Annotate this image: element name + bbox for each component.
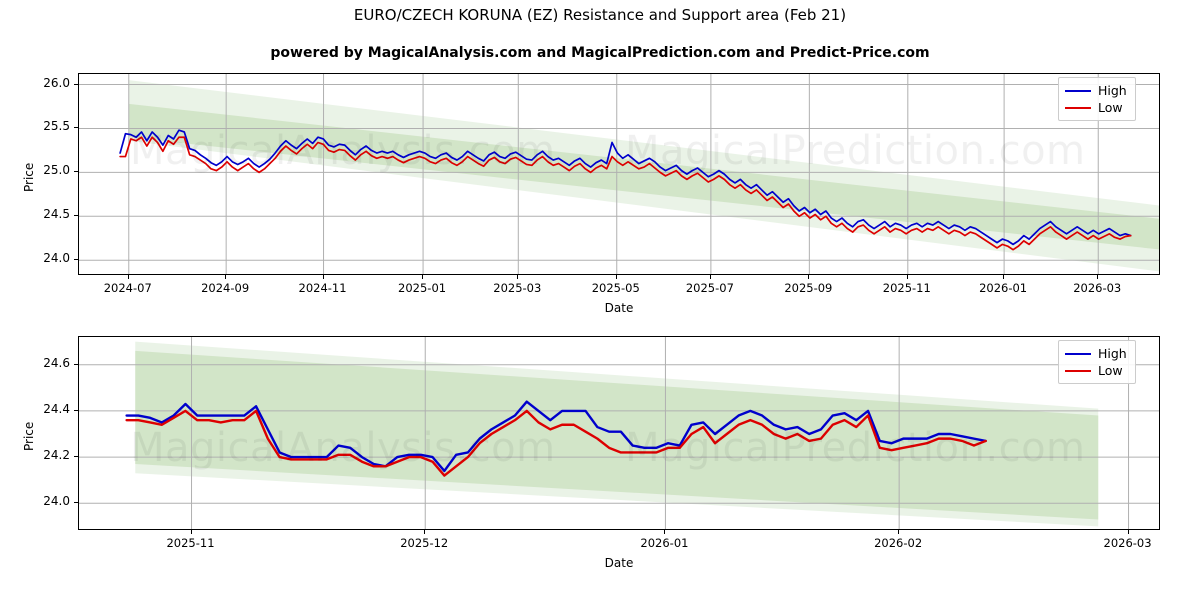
y-tick-mark: [74, 456, 78, 458]
legend-entry-low: Low: [1065, 99, 1127, 116]
legend-entry-high: High: [1065, 82, 1127, 99]
y-tick-label: 25.5: [43, 119, 70, 134]
x-tick-mark: [1127, 530, 1129, 534]
series-line-low: [119, 136, 1132, 251]
legend-overview: High Low: [1058, 77, 1136, 121]
x-tick-label: 2025-09: [784, 281, 833, 295]
y-tick-label: 24.6: [43, 355, 70, 370]
y-tick-mark: [74, 83, 78, 85]
plot-area-zoom: [78, 336, 1160, 530]
page-title: EURO/CZECH KORUNA (EZ) Resistance and Su…: [353, 6, 847, 24]
x-tick-mark: [1003, 275, 1005, 279]
x-tick-mark: [615, 275, 617, 279]
legend-label-low: Low: [1098, 363, 1123, 378]
x-tick-label: 2025-03: [493, 281, 542, 295]
x-tick-mark: [422, 275, 424, 279]
legend-swatch-high: [1065, 352, 1091, 355]
y-tick-mark: [74, 215, 78, 217]
x-tick-mark: [424, 530, 426, 534]
x-tick-label: 2026-01: [979, 281, 1028, 295]
y-tick-label: 26.0: [43, 75, 70, 90]
y-axis-label-zoom: Price: [22, 421, 36, 451]
x-axis-label-overview: Date: [604, 301, 634, 315]
x-tick-label: 2025-12: [400, 536, 449, 550]
x-tick-label: 2025-05: [591, 281, 640, 295]
series-line-high: [125, 400, 987, 473]
plot-area-overview: [78, 73, 1160, 275]
legend-zoom: High Low: [1058, 340, 1136, 384]
x-tick-mark: [808, 275, 810, 279]
x-tick-mark: [906, 275, 908, 279]
x-tick-label: 2026-03: [1073, 281, 1122, 295]
y-tick-mark: [74, 502, 78, 504]
support-resistance-inner-band: [128, 103, 1159, 250]
y-tick-mark: [74, 259, 78, 261]
x-tick-mark: [322, 275, 324, 279]
x-tick-label: 2024-07: [103, 281, 152, 295]
plot-svg-overview: [79, 74, 1159, 274]
legend-swatch-high: [1065, 89, 1091, 92]
legend-swatch-low: [1065, 106, 1091, 109]
series-line-low: [125, 409, 987, 477]
x-tick-mark: [190, 530, 192, 534]
y-tick-label: 24.2: [43, 448, 70, 463]
x-tick-mark: [664, 530, 666, 534]
series-line-high: [119, 129, 1132, 246]
x-tick-mark: [898, 530, 900, 534]
y-tick-label: 24.4: [43, 401, 70, 416]
page-subtitle: powered by MagicalAnalysis.com and Magic…: [270, 45, 930, 61]
x-tick-label: 2026-02: [874, 536, 923, 550]
legend-swatch-low: [1065, 369, 1091, 372]
support-resistance-inner-band: [135, 350, 1099, 520]
x-tick-label: 2024-09: [201, 281, 250, 295]
plot-svg-zoom: [79, 337, 1159, 529]
y-tick-label: 24.5: [43, 207, 70, 222]
x-tick-label: 2025-07: [685, 281, 734, 295]
legend-entry-high: High: [1065, 345, 1127, 362]
x-tick-mark: [225, 275, 227, 279]
x-tick-label: 2025-11: [882, 281, 931, 295]
x-tick-label: 2025-01: [398, 281, 447, 295]
x-tick-label: 2026-03: [1103, 536, 1152, 550]
x-axis-label-zoom: Date: [604, 556, 634, 570]
x-tick-label: 2024-11: [298, 281, 347, 295]
y-tick-mark: [74, 127, 78, 129]
x-tick-label: 2026-01: [640, 536, 689, 550]
legend-entry-low: Low: [1065, 362, 1127, 379]
x-tick-label: 2025-11: [166, 536, 215, 550]
y-tick-mark: [74, 171, 78, 173]
x-tick-mark: [1097, 275, 1099, 279]
x-tick-mark: [709, 275, 711, 279]
y-tick-label: 24.0: [43, 494, 70, 509]
y-tick-mark: [74, 409, 78, 411]
x-tick-mark: [517, 275, 519, 279]
y-tick-label: 25.0: [43, 163, 70, 178]
x-tick-mark: [127, 275, 129, 279]
legend-label-high: High: [1098, 346, 1127, 361]
legend-label-high: High: [1098, 83, 1127, 98]
legend-label-low: Low: [1098, 100, 1123, 115]
y-tick-label: 24.0: [43, 251, 70, 266]
y-tick-mark: [74, 363, 78, 365]
